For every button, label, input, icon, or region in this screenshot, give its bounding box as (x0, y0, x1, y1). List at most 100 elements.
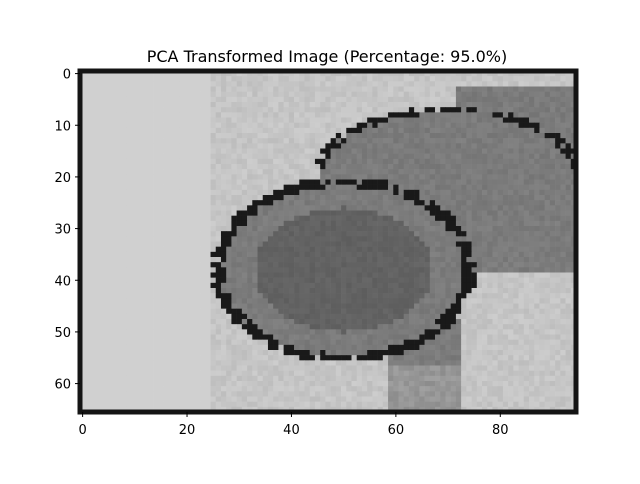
heatmap-cell (106, 127, 112, 134)
heatmap-cell (393, 86, 399, 92)
heatmap-cell (252, 107, 258, 113)
heatmap-cell (534, 308, 540, 315)
heatmap-cell (267, 195, 274, 201)
heatmap-cell (90, 117, 96, 123)
heatmap-cell (508, 189, 514, 196)
heatmap-cell (450, 272, 457, 278)
heatmap-cell (200, 107, 206, 113)
heatmap-cell (168, 272, 175, 278)
heatmap-cell (173, 148, 180, 154)
heatmap-cell (179, 143, 185, 149)
heatmap-cell (351, 117, 358, 123)
heatmap-cell (126, 117, 133, 123)
heatmap-cell (220, 96, 227, 103)
heatmap-cell (497, 164, 504, 170)
heatmap-cell (226, 96, 232, 103)
heatmap-cell (471, 91, 478, 98)
heatmap-cell (132, 257, 138, 263)
heatmap-cell (241, 231, 248, 237)
heatmap-cell (325, 277, 331, 284)
heatmap-cell (544, 277, 551, 284)
heatmap-cell (278, 288, 284, 294)
heatmap-cell (236, 210, 243, 216)
heatmap-cell (210, 91, 217, 98)
heatmap-cell (508, 257, 514, 263)
heatmap-cell (252, 179, 258, 185)
heatmap-cell (335, 241, 342, 247)
heatmap-cell (205, 236, 211, 242)
heatmap-cell (80, 293, 86, 299)
heatmap-cell (534, 226, 540, 232)
heatmap-cell (121, 267, 128, 273)
heatmap-cell (466, 107, 472, 113)
heatmap-cell (236, 277, 243, 284)
heatmap-cell (398, 319, 405, 325)
heatmap-cell (492, 293, 498, 299)
heatmap-cell (153, 282, 159, 289)
heatmap-cell (283, 277, 290, 284)
heatmap-cell (544, 189, 551, 196)
heatmap-cell (471, 313, 478, 320)
heatmap-cell (85, 86, 91, 92)
heatmap-cell (335, 205, 342, 211)
heatmap-cell (549, 102, 556, 108)
heatmap-cell (534, 205, 540, 211)
heatmap-cell (565, 143, 572, 149)
heatmap-cell (267, 267, 274, 273)
heatmap-cell (314, 334, 321, 340)
heatmap-cell (210, 298, 217, 304)
heatmap-cell (314, 277, 321, 284)
heatmap-cell (158, 71, 164, 77)
heatmap-cell (137, 277, 143, 284)
heatmap-cell (205, 215, 211, 222)
heatmap-cell (356, 138, 363, 144)
heatmap-cell (482, 96, 488, 103)
heatmap-cell (226, 148, 232, 154)
heatmap-cell (534, 96, 540, 103)
heatmap-cell (158, 257, 164, 263)
heatmap-cell (382, 153, 389, 160)
heatmap-cell (476, 184, 483, 191)
heatmap-cell (393, 138, 399, 144)
heatmap-cell (372, 246, 378, 253)
heatmap-cell (210, 81, 217, 87)
heatmap-cell (116, 86, 123, 92)
heatmap-cell (304, 184, 311, 191)
heatmap-cell (299, 112, 305, 118)
heatmap-cell (429, 91, 436, 98)
heatmap-cell (95, 308, 102, 315)
heatmap-cell (335, 133, 342, 139)
heatmap-cell (273, 231, 279, 237)
heatmap-cell (132, 86, 138, 92)
heatmap-cell (320, 76, 326, 82)
heatmap-cell (95, 220, 102, 227)
heatmap-cell (341, 257, 347, 263)
heatmap-cell (95, 288, 102, 294)
heatmap-cell (482, 334, 488, 340)
heatmap-cell (330, 334, 337, 340)
heatmap-cell (455, 117, 462, 123)
heatmap-cell (189, 319, 196, 325)
heatmap-cell (100, 174, 107, 180)
heatmap-cell (388, 241, 394, 247)
heatmap-cell (85, 76, 91, 82)
heatmap-cell (215, 164, 222, 170)
heatmap-cell (549, 308, 556, 315)
heatmap-cell (335, 96, 342, 103)
heatmap-cell (346, 277, 352, 284)
heatmap-cell (403, 246, 410, 253)
heatmap-cell (372, 179, 378, 185)
heatmap-cell (106, 148, 112, 154)
heatmap-cell (121, 195, 128, 201)
heatmap-cell (226, 226, 232, 232)
heatmap-cell (445, 122, 451, 129)
heatmap-cell (173, 71, 180, 77)
heatmap-cell (492, 215, 498, 222)
heatmap-cell (518, 138, 525, 144)
heatmap-cell (294, 107, 300, 113)
heatmap-cell (200, 153, 206, 160)
heatmap-cell (95, 158, 102, 165)
heatmap-cell (367, 236, 373, 242)
heatmap-cell (215, 148, 222, 154)
heatmap-cell (508, 71, 514, 77)
